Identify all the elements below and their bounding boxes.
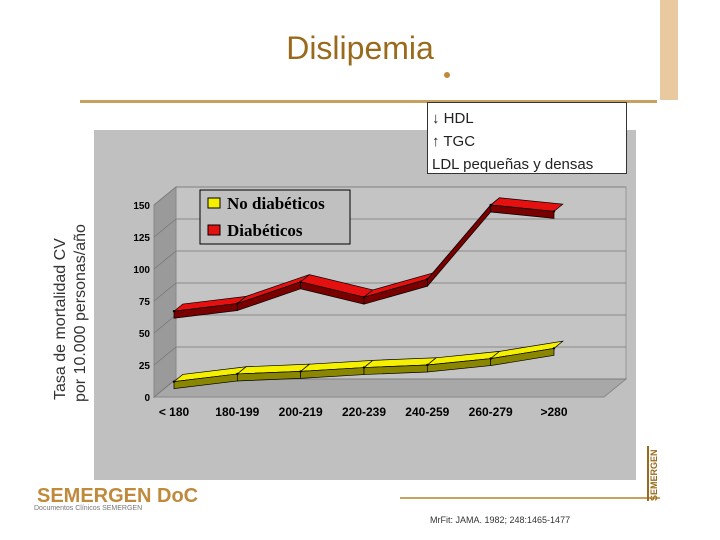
title-divider: [80, 100, 657, 103]
brand-logo: SEMERGEN DoC: [37, 485, 199, 507]
semergen-logo: SEMERGEN: [647, 446, 701, 501]
note-hdl: ↓ HDL: [432, 110, 474, 127]
logo-text: SEMERGEN: [649, 449, 659, 501]
y-tick-label: 25: [139, 361, 151, 372]
data-point: [489, 203, 492, 207]
footer-divider: [400, 497, 660, 499]
y-tick-label: 125: [133, 233, 150, 244]
x-tick-label: 240-259: [405, 405, 449, 419]
corner-accent-bar: [660, 0, 678, 100]
gridline: [153, 186, 626, 206]
series-ribbon-side: [490, 204, 555, 219]
x-tick-label: 200-219: [279, 405, 323, 419]
legend-swatch: [207, 224, 221, 236]
y-tick-label: 75: [139, 297, 151, 308]
slide-title: Dislipemia: [286, 30, 434, 66]
data-point: [552, 210, 556, 213]
data-point: [299, 280, 302, 283]
brand-subtitle: Documentos Clínicos SEMERGEN: [34, 505, 143, 512]
data-point: [172, 380, 176, 383]
y-tick-label: 150: [133, 201, 150, 212]
x-tick-label: < 180: [159, 405, 190, 419]
legend-label: Diabéticos: [227, 221, 303, 240]
lipid-note-box: ↓ HDL ↑ TGC LDL pequeñas y densas: [427, 102, 627, 174]
y-tick-label: 100: [133, 265, 150, 276]
note-tgc: ↑ TGC: [432, 133, 476, 150]
gridline: [153, 346, 626, 366]
mortality-chart: 0 25 50 75 100 125 150 < 180 180-199 200-219 220-2…: [133, 185, 628, 419]
x-tick-label: 260-279: [469, 405, 513, 419]
data-point: [426, 363, 429, 367]
gridline: [153, 282, 626, 302]
y-axis-title-line-1: Tasa de mortalidad CV: [52, 238, 69, 400]
gridline: [153, 250, 626, 270]
title-dot: [444, 72, 450, 78]
citation: MrFit: JAMA. 1982; 248:1465-1477: [430, 515, 571, 525]
legend-box: [199, 189, 351, 245]
data-point: [426, 278, 429, 281]
data-point: [236, 372, 239, 376]
data-point: [552, 347, 556, 350]
gridline: [153, 218, 626, 238]
y-tick-label: 50: [139, 329, 151, 340]
data-point: [299, 370, 302, 373]
x-tick-label: >280: [540, 405, 567, 419]
gridline: [153, 378, 626, 398]
note-ldl: LDL pequeñas y densas: [432, 156, 594, 173]
series-ribbon-side: [490, 347, 555, 367]
y-tick-label: 0: [144, 393, 150, 404]
data-point: [489, 357, 492, 360]
data-point: [172, 310, 176, 313]
data-point: [236, 302, 239, 305]
x-tick-label: 220-239: [342, 405, 386, 419]
x-tick-label: 180-199: [215, 405, 259, 419]
legend-label: No diabéticos: [227, 194, 325, 213]
legend-swatch: [207, 197, 221, 209]
y-axis-title-line-2: por 10.000 personas/año: [72, 224, 89, 402]
data-point: [362, 366, 366, 369]
data-point: [362, 295, 366, 299]
